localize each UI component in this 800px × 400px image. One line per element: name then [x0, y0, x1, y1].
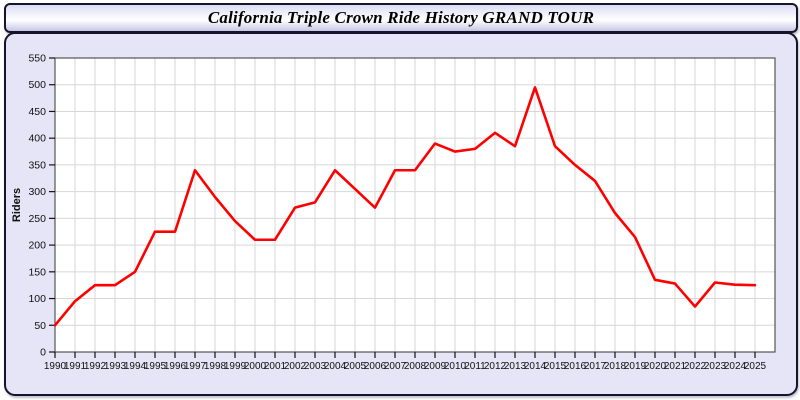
- svg-text:550: 550: [28, 53, 46, 65]
- svg-text:2024: 2024: [724, 361, 747, 372]
- svg-text:2010: 2010: [444, 361, 467, 372]
- svg-text:2008: 2008: [404, 361, 427, 372]
- x-axis-labels: 1990199119921993199419951996199719981999…: [44, 361, 767, 372]
- svg-text:0: 0: [40, 347, 46, 359]
- svg-text:2014: 2014: [524, 361, 547, 372]
- svg-text:2023: 2023: [704, 361, 727, 372]
- svg-text:2018: 2018: [604, 361, 627, 372]
- svg-text:400: 400: [28, 133, 46, 145]
- svg-text:2001: 2001: [264, 361, 287, 372]
- svg-text:2020: 2020: [644, 361, 667, 372]
- svg-text:250: 250: [28, 213, 46, 225]
- svg-text:2022: 2022: [684, 361, 707, 372]
- svg-text:300: 300: [28, 186, 46, 198]
- svg-text:2017: 2017: [584, 361, 607, 372]
- svg-text:2006: 2006: [364, 361, 387, 372]
- svg-text:350: 350: [28, 159, 46, 171]
- svg-text:1996: 1996: [164, 361, 187, 372]
- svg-text:2012: 2012: [484, 361, 507, 372]
- svg-text:1994: 1994: [124, 361, 147, 372]
- svg-text:1999: 1999: [224, 361, 247, 372]
- svg-text:2011: 2011: [464, 361, 486, 372]
- svg-text:1990: 1990: [44, 361, 67, 372]
- svg-text:2009: 2009: [424, 361, 447, 372]
- svg-text:1991: 1991: [64, 361, 87, 372]
- svg-text:2013: 2013: [504, 361, 527, 372]
- y-axis-title: Riders: [11, 188, 23, 222]
- riders-line: [53, 86, 757, 327]
- svg-text:1993: 1993: [104, 361, 127, 372]
- chart-title: California Triple Crown Ride History GRA…: [207, 8, 595, 27]
- axis-ticks: [49, 57, 756, 358]
- svg-text:50: 50: [34, 320, 46, 332]
- svg-text:450: 450: [28, 106, 46, 118]
- y-axis-labels: 0 50 100 150 200 250 300 350 400 450 500 550: [28, 53, 46, 359]
- svg-text:2002: 2002: [284, 361, 307, 372]
- svg-text:500: 500: [28, 79, 46, 91]
- svg-text:1998: 1998: [204, 361, 227, 372]
- svg-text:1997: 1997: [184, 361, 207, 372]
- svg-text:2003: 2003: [304, 361, 327, 372]
- svg-text:100: 100: [28, 293, 46, 305]
- title-bar: California Triple Crown Ride History GRA…: [4, 3, 798, 33]
- svg-text:2000: 2000: [244, 361, 267, 372]
- svg-text:2025: 2025: [744, 361, 767, 372]
- svg-text:2007: 2007: [384, 361, 407, 372]
- svg-text:2019: 2019: [624, 361, 647, 372]
- svg-text:2021: 2021: [664, 361, 687, 372]
- svg-text:2005: 2005: [344, 361, 367, 372]
- svg-text:2015: 2015: [544, 361, 567, 372]
- svg-text:2004: 2004: [324, 361, 347, 372]
- svg-text:200: 200: [28, 240, 46, 252]
- svg-text:2016: 2016: [564, 361, 587, 372]
- svg-text:1992: 1992: [84, 361, 107, 372]
- svg-text:1995: 1995: [144, 361, 167, 372]
- svg-text:150: 150: [28, 266, 46, 278]
